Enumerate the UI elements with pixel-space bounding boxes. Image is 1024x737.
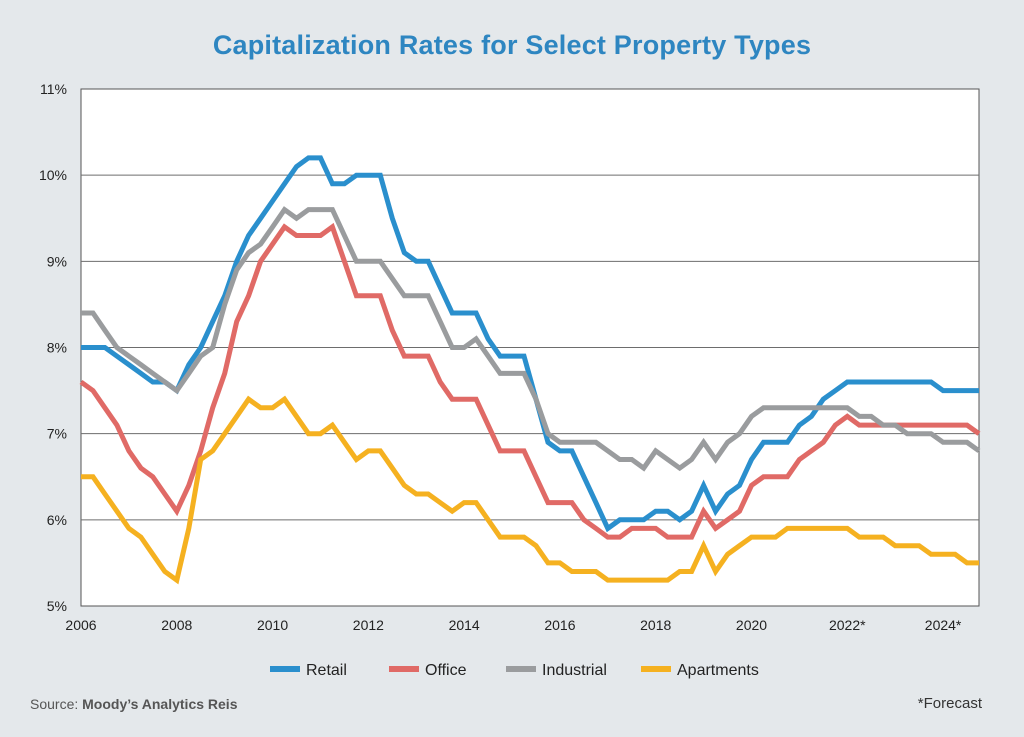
y-tick-label: 6%	[47, 512, 67, 528]
x-axis: 2006 2008 2010 2012 2014 2016 2018 2020 2022* 202…	[65, 617, 962, 633]
y-axis: 5% 6% 7% 8% 9% 10% 11%	[39, 81, 67, 614]
source-note: Source: Moody’s Analytics Reis	[30, 696, 237, 712]
series-line-industrial	[81, 206, 981, 472]
series-lines	[79, 155, 981, 585]
x-tick-label: 2020	[736, 617, 767, 633]
legend-label-retail: Retail	[306, 662, 347, 679]
y-tick-label: 7%	[47, 426, 67, 442]
series-line-retail	[81, 155, 979, 533]
forecast-note: *Forecast	[917, 695, 982, 712]
x-tick-label: 2024*	[925, 617, 962, 633]
y-tick-label: 11%	[40, 81, 67, 97]
source-prefix: Source:	[30, 696, 83, 712]
legend-label-office: Office	[425, 662, 467, 679]
x-tick-label: 2012	[353, 617, 384, 633]
legend: Retail Office Industrial Apartments	[270, 662, 759, 679]
x-tick-label: 2022*	[829, 617, 866, 633]
y-tick-label: 9%	[47, 253, 67, 269]
series-line-apartments	[81, 395, 979, 585]
y-tick-label: 5%	[47, 598, 67, 614]
x-tick-label: 2008	[161, 617, 192, 633]
y-tick-label: 10%	[39, 167, 67, 183]
x-tick-label: 2016	[544, 617, 575, 633]
x-tick-label: 2014	[449, 617, 480, 633]
series-line-office	[79, 222, 981, 540]
legend-label-industrial: Industrial	[542, 662, 607, 679]
x-tick-label: 2010	[257, 617, 288, 633]
chart-title: Capitalization Rates for Select Property…	[212, 30, 812, 60]
x-tick-label: 2018	[640, 617, 671, 633]
source-name: Moody’s Analytics Reis	[82, 696, 238, 712]
legend-label-apartments: Apartments	[677, 662, 759, 679]
x-tick-label: 2006	[65, 617, 96, 633]
y-tick-label: 8%	[47, 340, 67, 356]
